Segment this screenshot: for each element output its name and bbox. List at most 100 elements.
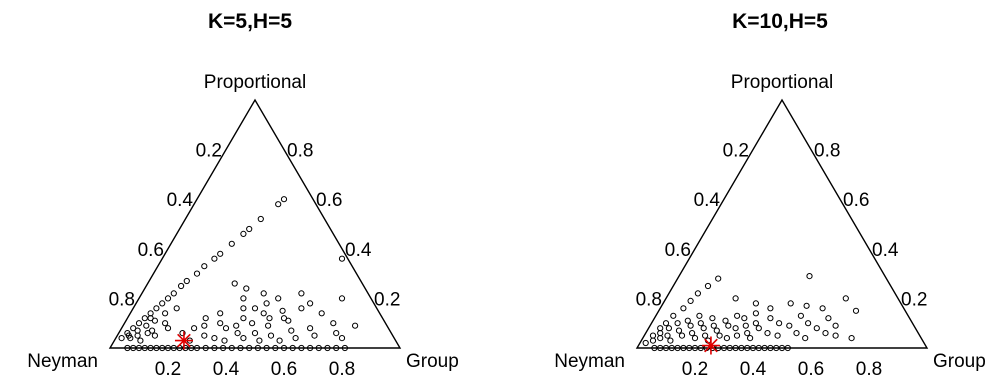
data-point [231,280,238,287]
data-point [211,344,218,352]
data-point [298,344,305,352]
data-point [670,312,677,319]
right-edge-tick-label: 0.8 [287,141,313,162]
data-point [723,335,731,342]
bottom-edge-tick-label: 0.8 [329,359,355,380]
data-point [778,344,786,352]
vertex-label-top: Proportional [204,72,306,93]
data-point [260,310,267,317]
data-point [726,344,733,352]
right-edge-tick-label: 0.4 [872,240,899,261]
data-point [651,344,658,352]
data-point [803,302,810,309]
data-point [684,317,691,324]
data-point [251,330,259,337]
data-point [755,344,762,352]
vertex-label-left: Neyman [554,351,625,372]
left-edge-tick-label: 0.6 [138,240,164,261]
data-point [221,337,228,344]
data-point [797,312,805,319]
data-point [732,325,739,332]
data-point [318,310,325,317]
data-point [825,315,832,322]
right-edge-tick-label: 0.6 [316,190,342,211]
data-point [675,327,683,334]
data-point [702,332,709,339]
data-point [805,320,812,327]
data-point [333,344,340,352]
data-point [689,330,696,337]
data-point [265,322,272,329]
data-point [738,344,745,352]
data-point [228,240,235,247]
data-point [179,330,186,337]
data-point [276,337,283,344]
data-point [680,305,687,312]
data-point [240,335,247,342]
data-point [288,327,295,334]
data-point [338,255,346,262]
data-point [151,332,158,339]
data-point [263,344,270,352]
data-point [674,320,681,327]
data-point [315,344,322,352]
data-point [298,290,305,297]
data-point [153,344,160,352]
data-point [311,332,318,339]
data-point [761,344,768,352]
data-point [307,325,314,332]
data-point [279,307,286,314]
data-point [130,344,137,352]
right-edge-tick-label: 0.8 [814,141,840,162]
data-point [240,295,247,302]
data-point [338,295,346,302]
data-point [649,332,657,339]
data-point [292,335,299,342]
data-point [687,297,694,304]
data-point [137,337,144,344]
data-point [741,315,748,322]
data-point [784,344,791,352]
data-point [725,322,732,329]
data-point [201,263,208,270]
data-point [752,310,760,317]
data-point [240,305,247,312]
data-point [793,330,800,337]
data-point [842,295,849,302]
data-point [233,322,240,329]
data-point [734,312,741,319]
data-point [680,344,687,352]
data-point [211,255,218,262]
bottom-edge-tick-label: 0.8 [856,359,882,380]
data-point [819,305,826,312]
data-point [667,337,674,344]
data-point [773,344,780,352]
data-point [289,344,296,352]
data-point [162,310,169,317]
data-point [251,305,259,312]
data-point [696,312,703,319]
data-point [749,344,757,352]
data-point [802,335,809,342]
data-point [170,290,177,297]
data-point [674,344,681,352]
data-point [649,337,657,344]
data-point [217,250,224,257]
data-point [752,320,760,327]
data-point [752,300,760,307]
data-point [257,215,264,223]
right-edge-tick-label: 0.6 [843,190,869,211]
data-point [755,325,762,332]
data-point [260,290,267,297]
data-point [191,325,198,332]
data-point [686,344,693,352]
data-point [272,344,279,352]
data-point [178,282,185,290]
left-edge-tick-label: 0.6 [665,240,691,261]
data-point [848,335,855,342]
data-point [193,270,201,277]
data-point [266,315,273,322]
star-marker [174,331,193,350]
data-point [813,325,820,332]
bottom-edge-tick-label: 0.4 [213,359,240,380]
